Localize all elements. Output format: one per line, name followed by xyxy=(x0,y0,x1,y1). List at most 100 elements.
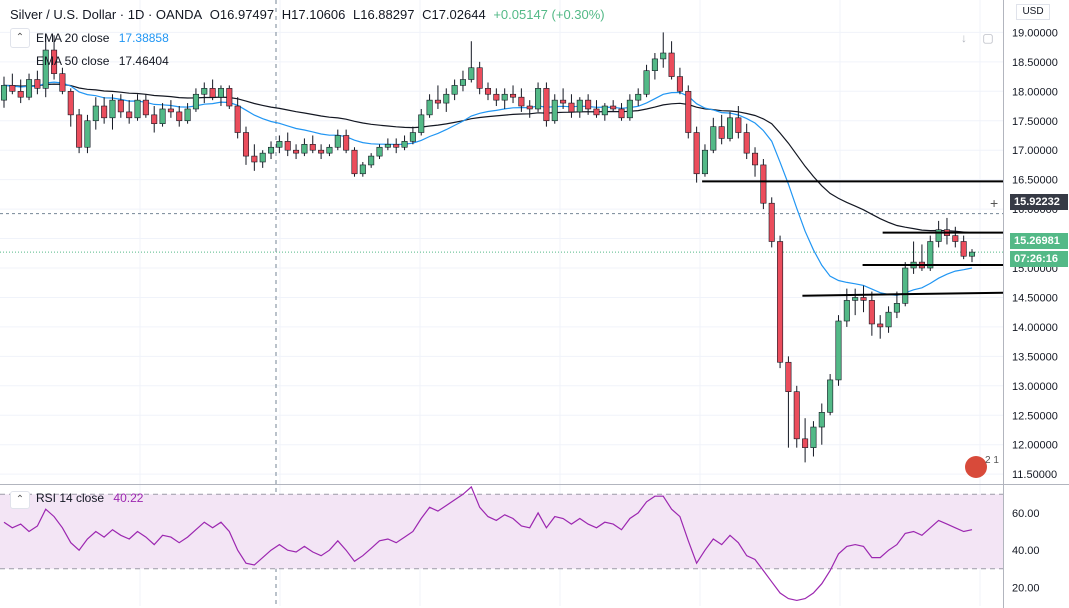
candle-body xyxy=(593,108,600,116)
candle-body xyxy=(434,99,441,104)
collapse-legend-button[interactable]: ⌃ xyxy=(10,28,30,48)
candle-body xyxy=(301,144,308,154)
candle-body xyxy=(226,88,233,107)
flag-badge-icon[interactable] xyxy=(965,456,987,478)
candle-body xyxy=(184,108,191,122)
price-tick-label: 13.00000 xyxy=(1012,381,1058,393)
candle-body xyxy=(234,105,241,133)
candle-body xyxy=(167,108,174,113)
candle-body xyxy=(426,99,433,116)
ohlc-close: C17.02644 xyxy=(422,7,486,22)
price-tick-label: 12.50000 xyxy=(1012,410,1058,422)
candle-body xyxy=(768,202,775,242)
candle-body xyxy=(334,135,341,148)
candle-body xyxy=(59,73,66,92)
candle-body xyxy=(284,141,291,151)
candle-body xyxy=(142,99,149,116)
candle-body xyxy=(852,297,859,301)
ema50-label: EMA 50 close xyxy=(36,54,110,68)
candle-body xyxy=(9,85,16,92)
price-tick-label: 17.50000 xyxy=(1012,116,1058,128)
candle-body xyxy=(159,108,166,124)
candle-body xyxy=(651,58,658,71)
candle-body xyxy=(101,105,108,119)
candle-body xyxy=(526,105,533,110)
ema50-legend[interactable]: EMA 50 close 17.46404 xyxy=(36,54,169,68)
currency-label[interactable]: USD xyxy=(1016,4,1050,20)
candle-body xyxy=(868,300,875,325)
symbol-title[interactable]: Silver / U.S. Dollar · 1D · OANDA xyxy=(10,7,203,22)
candle-body xyxy=(893,303,900,313)
candle-body xyxy=(443,93,450,104)
candle-body xyxy=(109,99,116,119)
price-tick-label: 14.50000 xyxy=(1012,292,1058,304)
candle-body xyxy=(818,412,825,428)
ema20-label: EMA 20 close xyxy=(36,31,110,45)
countdown-tag: 07:26:16 xyxy=(1010,251,1068,267)
candle-body xyxy=(42,49,49,89)
rsi-tick-label: 20.00 xyxy=(1012,582,1040,594)
collapse-rsi-button[interactable]: ⌃ xyxy=(10,491,30,509)
ohlc-high: H17.10606 xyxy=(281,7,346,22)
candle-body xyxy=(735,117,742,133)
candle-body xyxy=(752,152,759,166)
ohlc-open: O16.97497 xyxy=(209,7,275,22)
price-tick-label: 17.00000 xyxy=(1012,145,1058,157)
candle-body xyxy=(802,438,809,448)
candle-body xyxy=(393,144,400,148)
price-tick-label: 18.00000 xyxy=(1012,86,1058,98)
candle-body xyxy=(560,99,567,104)
candle-body xyxy=(568,102,575,113)
candle-body xyxy=(217,88,224,98)
rsi-band xyxy=(0,494,1003,569)
candle-body xyxy=(968,251,976,257)
candle-body xyxy=(451,85,458,95)
ema50-line xyxy=(3,83,973,234)
candle-body xyxy=(476,67,483,89)
rsi-label: RSI 14 close xyxy=(36,491,105,505)
ema20-legend[interactable]: EMA 20 close 17.38858 xyxy=(36,31,169,45)
candle-body xyxy=(726,117,734,139)
candle-body xyxy=(777,241,784,363)
candle-body xyxy=(952,235,959,242)
candle-body xyxy=(459,79,466,86)
candle-body xyxy=(685,90,692,133)
candle-body xyxy=(484,88,492,95)
rsi-line xyxy=(3,485,973,602)
download-icon[interactable]: ↓ xyxy=(961,31,967,45)
price-tick-label: 18.50000 xyxy=(1012,57,1058,69)
candle-body xyxy=(368,155,375,166)
candle-body xyxy=(935,229,942,242)
ema20-line xyxy=(3,81,973,297)
candle-body xyxy=(551,99,558,122)
candle-body xyxy=(643,70,650,95)
candle-body xyxy=(67,90,74,116)
candle-body xyxy=(760,164,767,204)
rsi-legend[interactable]: RSI 14 close 40.22 xyxy=(36,491,143,505)
price-tick-label: 11.50000 xyxy=(1012,469,1057,481)
candle-body xyxy=(585,99,592,110)
candle-body xyxy=(877,323,884,328)
price-tick-label: 19.00000 xyxy=(1012,27,1058,39)
candle-body xyxy=(510,93,517,98)
candle-body xyxy=(17,90,24,98)
candle-body xyxy=(134,99,141,119)
candle-body xyxy=(201,88,208,95)
candle-body xyxy=(192,93,199,110)
rsi-tick-label: 40.00 xyxy=(1012,545,1040,557)
candle-body xyxy=(76,114,83,148)
candle-body xyxy=(209,88,216,98)
ohlc-low: L16.88297 xyxy=(353,7,415,22)
candle-body xyxy=(885,311,892,328)
candle-body xyxy=(384,144,391,148)
candle-body xyxy=(401,141,408,148)
candle-body xyxy=(793,391,800,440)
candle-body xyxy=(618,108,625,119)
candle-body xyxy=(810,426,817,448)
crosshair-plus-icon[interactable]: + xyxy=(990,195,999,211)
horizontal-level-line xyxy=(802,291,1004,297)
price-tick-label: 13.50000 xyxy=(1012,351,1058,363)
maximize-icon[interactable]: ▢ xyxy=(982,31,994,45)
candle-body xyxy=(676,76,683,92)
